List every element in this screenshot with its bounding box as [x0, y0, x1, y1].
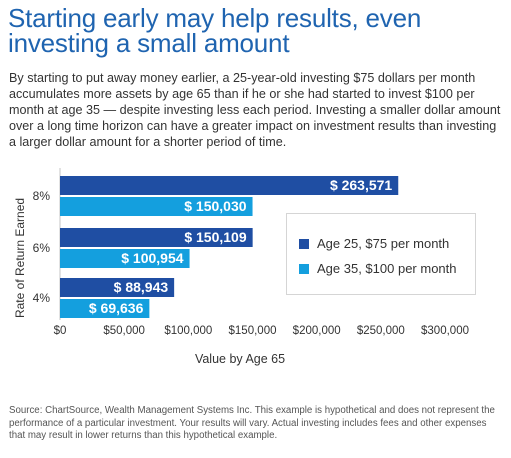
x-tick-label-7: $300,000 [421, 325, 469, 337]
bar-s1-2 [60, 228, 253, 247]
legend-item-age-35: Age 35, $100 per month [299, 261, 457, 276]
data-label-s2-2: $ 100,954 [121, 250, 183, 266]
legend-item-age-25: Age 25, $75 per month [299, 236, 449, 251]
x-axis-title: Value by Age 65 [195, 352, 285, 366]
x-tick-label-5: $200,000 [293, 325, 341, 337]
x-tick-label-2: $50,000 [103, 325, 145, 337]
y-axis-title: Rate of Return Earned [13, 198, 27, 318]
x-tick-label-1: $0 [54, 325, 67, 337]
data-label-s1-2: $ 150,109 [184, 229, 246, 245]
bar-chart: $ 263,571 $ 150,030 8% $ 150,109$ 100,954 6%… [13, 168, 469, 366]
bar-s1-3 [60, 278, 175, 297]
page-title: Starting early may help results, even in… [8, 3, 422, 58]
data-label-s1-1: $ 263,571 [330, 177, 392, 193]
y-tick-label-3: 4% [33, 291, 51, 305]
bar-s2-2 [60, 249, 190, 268]
y-tick-label-1: 8% [33, 189, 51, 203]
bar-s2-1 [60, 197, 253, 216]
y-tick-label-2: 6% [33, 241, 51, 255]
source-note: Source: ChartSource, Wealth Management S… [9, 405, 495, 441]
data-label-s2-1: $ 150,030 [184, 198, 246, 214]
legend-label-age-25: Age 25, $75 per month [317, 236, 450, 251]
x-tick-label-3: $100,000 [164, 325, 212, 337]
data-label-s2-3: $ 69,636 [89, 300, 144, 316]
x-tick-label-4: $150,000 [229, 325, 277, 337]
legend-swatch-age-25 [299, 238, 309, 249]
x-tick-label-6: $250,000 [357, 325, 405, 337]
description-text: By starting to put away money earlier, a… [9, 71, 501, 149]
bar-s2-3 [60, 299, 150, 318]
legend-swatch-age-35 [299, 263, 309, 274]
legend-label-age-35: Age 35, $100 per month [317, 261, 457, 276]
data-label-s1-3: $ 88,943 [114, 279, 169, 295]
bar-s1-1 [60, 176, 399, 195]
chart-legend: Age 25, $75 per month Age 35, $100 per m… [286, 213, 476, 295]
